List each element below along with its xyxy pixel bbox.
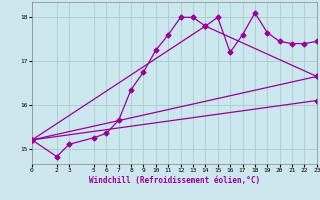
X-axis label: Windchill (Refroidissement éolien,°C): Windchill (Refroidissement éolien,°C) [89,176,260,185]
